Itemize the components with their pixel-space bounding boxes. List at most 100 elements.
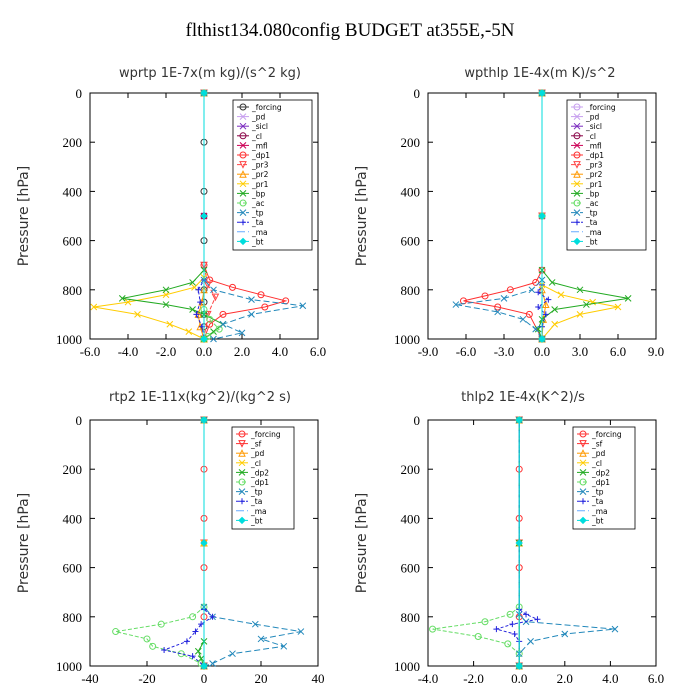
legend-label: _forcing xyxy=(585,103,616,112)
legend-marker xyxy=(239,122,247,130)
data-point xyxy=(200,212,208,220)
y-tick-label: 0 xyxy=(414,86,421,101)
data-point xyxy=(614,303,622,311)
series-line xyxy=(122,93,224,340)
legend-marker xyxy=(239,180,247,188)
legend-marker xyxy=(239,161,247,169)
data-point xyxy=(504,640,512,648)
legend-marker xyxy=(238,440,246,448)
legend-label: _pd xyxy=(250,449,265,458)
legend-label: _pr2 xyxy=(585,170,603,179)
data-point xyxy=(200,335,208,343)
legend-label: _cl xyxy=(251,132,262,141)
legend-marker xyxy=(573,161,581,169)
legend-label: _ta xyxy=(585,218,597,227)
data-point xyxy=(532,278,540,286)
series-dp1 xyxy=(429,416,523,670)
data-point xyxy=(506,610,514,618)
data-point xyxy=(162,291,170,299)
legend-marker xyxy=(573,142,581,149)
series-line xyxy=(463,93,543,340)
legend-marker xyxy=(239,199,247,207)
data-point xyxy=(189,613,197,621)
data-point xyxy=(515,539,523,547)
x-tick-label: 3.0 xyxy=(572,344,588,359)
series-line xyxy=(162,420,214,667)
x-tick-label: 9.0 xyxy=(648,344,664,359)
y-tick-label: 600 xyxy=(401,561,421,576)
x-tick-label: 0 xyxy=(201,671,208,686)
x-tick-label: 40 xyxy=(312,671,325,686)
x-tick-label: 4.0 xyxy=(602,671,618,686)
data-point xyxy=(545,296,552,303)
data-point xyxy=(535,289,542,296)
y-tick-label: 0 xyxy=(76,413,83,428)
data-point xyxy=(192,628,199,635)
y-axis-label: Pressure [hPa] xyxy=(16,166,32,266)
legend-marker xyxy=(573,199,581,207)
legend-marker xyxy=(573,132,581,140)
chart-panel-3: rtp2 1E-11x(kg^2)/(kg^2 s)-40 -20 0 20 40020… xyxy=(16,390,325,686)
data-point xyxy=(500,295,508,302)
data-point xyxy=(528,286,536,294)
data-point xyxy=(189,279,196,286)
legend-label: _pd xyxy=(585,113,600,122)
data-point xyxy=(118,295,126,302)
legend-label: _sicl xyxy=(585,122,602,131)
legend-marker xyxy=(239,190,247,197)
y-tick-label: 200 xyxy=(63,135,83,150)
legend-marker xyxy=(573,151,581,159)
series-line xyxy=(203,420,301,667)
legend-label: _tp xyxy=(591,488,604,497)
x-tick-label: -6.0 xyxy=(456,344,477,359)
legend-marker xyxy=(573,122,581,130)
series-bt xyxy=(538,89,546,343)
legend-label: _cl xyxy=(250,459,261,468)
panel-title: rtp2 1E-11x(kg^2)/(kg^2 s) xyxy=(109,390,291,405)
data-point xyxy=(257,635,265,643)
data-point xyxy=(219,320,227,328)
legend-marker xyxy=(573,103,581,111)
legend-label: _dp1 xyxy=(591,478,610,487)
data-point xyxy=(198,621,205,628)
y-axis-label: Pressure [hPa] xyxy=(16,493,32,593)
data-point xyxy=(143,635,151,643)
y-tick-label: 800 xyxy=(401,610,421,625)
legend-label: _cl xyxy=(591,459,602,468)
legend-label: _ta xyxy=(250,497,262,506)
x-tick-label: 0.0 xyxy=(534,344,550,359)
chart-panel-2: wpthlp 1E-4x(m K)/s^2 -9.0 -6.0 -3.0 0.0 3.0 6… xyxy=(354,66,664,359)
data-point xyxy=(506,286,514,294)
series-bt xyxy=(515,416,523,670)
y-tick-label: 400 xyxy=(63,511,83,526)
data-point xyxy=(112,628,120,636)
data-point xyxy=(535,304,542,311)
data-point xyxy=(134,311,141,318)
x-tick-label: -4.0 xyxy=(118,344,139,359)
data-point xyxy=(200,539,208,547)
y-tick-label: 0 xyxy=(414,413,421,428)
data-point xyxy=(197,655,205,662)
data-point xyxy=(195,286,202,293)
legend-marker xyxy=(239,498,245,505)
y-tick-label: 400 xyxy=(401,511,421,526)
x-tick-label: 6.0 xyxy=(610,344,626,359)
data-point xyxy=(515,416,523,424)
data-point xyxy=(494,303,502,311)
x-tick-label: -3.0 xyxy=(494,344,515,359)
chart-panel-1: wprtp 1E-7x(m kg)/(s^2 kg) -6.0 -4.0 -2.0 0.… xyxy=(16,66,326,359)
legend-label: _pr3 xyxy=(251,161,269,170)
x-tick-label: -2.0 xyxy=(463,671,484,686)
legend: _forcing_pd_sicl_cl_mfl_dp1_pr3_pr2_pr1_… xyxy=(232,99,313,251)
legend-label: _tp xyxy=(251,209,264,218)
legend-label: _mfl xyxy=(251,141,268,150)
x-tick-label: -2.0 xyxy=(156,344,177,359)
data-point xyxy=(299,302,307,310)
y-tick-label: 600 xyxy=(63,234,83,249)
data-point xyxy=(238,329,246,337)
legend-marker xyxy=(579,449,587,457)
data-point xyxy=(481,292,489,300)
series-bt xyxy=(200,89,208,343)
data-point xyxy=(257,291,265,299)
legend-label: _ma xyxy=(251,228,268,237)
